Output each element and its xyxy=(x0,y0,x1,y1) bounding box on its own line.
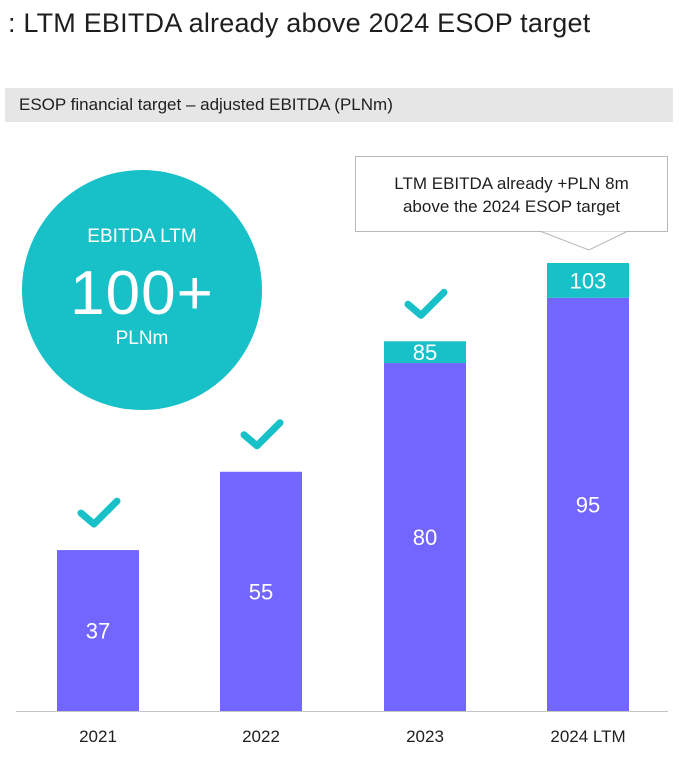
badge-unit: PLNm xyxy=(115,328,169,349)
callout-text: LTM EBITDA already +PLN 8m above the 202… xyxy=(394,174,629,216)
checkmark-icon xyxy=(77,497,121,528)
page-headline: : LTM EBITDA already above 2024 ESOP tar… xyxy=(8,8,591,38)
bar-value-label: 55 xyxy=(249,579,273,604)
chart-title: ESOP financial target – adjusted EBITDA … xyxy=(19,95,393,114)
bar-top-value-label: 85 xyxy=(413,340,437,365)
bar-value-label: 95 xyxy=(576,492,600,517)
bar-2023 xyxy=(384,363,466,711)
bar-2024-ltm xyxy=(547,297,629,711)
x-tick-label: 2024 LTM xyxy=(550,727,625,746)
bar-top-value-label: 103 xyxy=(570,268,607,293)
bar-2022 xyxy=(220,471,302,711)
x-tick-label: 2023 xyxy=(406,727,444,746)
checkmark-icon xyxy=(404,288,448,319)
ebitda-ltm-badge: EBITDA LTM 100+ PLNm xyxy=(22,170,262,410)
bar-value-label: 37 xyxy=(86,619,110,644)
x-tick-label: 2022 xyxy=(242,727,280,746)
bar-2021 xyxy=(57,550,139,711)
bar-top-segment xyxy=(384,341,466,364)
chart-title-band: ESOP financial target – adjusted EBITDA … xyxy=(5,88,673,122)
badge-value: 100+ xyxy=(70,259,214,328)
checkmark-icon xyxy=(240,419,284,450)
callout-box: LTM EBITDA already +PLN 8m above the 202… xyxy=(355,156,668,232)
bar-top-segment xyxy=(547,263,629,298)
bar-value-label: 80 xyxy=(413,525,437,550)
x-tick-label: 2021 xyxy=(79,727,117,746)
badge-label: EBITDA LTM xyxy=(87,226,197,247)
